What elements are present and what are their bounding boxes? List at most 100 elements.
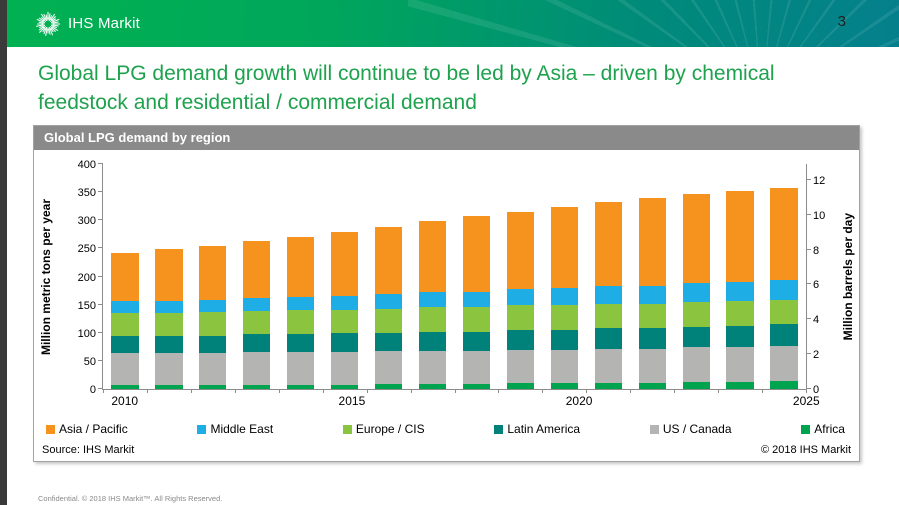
chart-legend: Asia / Pacific Middle East Europe / CIS Lat…	[34, 412, 859, 442]
stacked-bar-2011	[155, 248, 183, 389]
stacked-bar-2010	[111, 252, 139, 389]
chart-title: Global LPG demand by region	[34, 126, 859, 150]
segment-latin-america	[770, 324, 798, 346]
left-axis-tickmark	[98, 191, 103, 193]
left-axis-tickmark	[98, 247, 103, 249]
segment-europe-cis	[638, 303, 666, 329]
stacked-bar-2019	[506, 211, 535, 389]
segment-europe-cis	[331, 309, 359, 334]
stacked-bar-2023	[682, 194, 710, 389]
segment-us-canada	[418, 350, 447, 384]
left-axis-tickmark	[98, 388, 103, 389]
x-axis-tickmark	[366, 389, 368, 393]
segment-us-canada	[462, 350, 491, 384]
ihs-markit-sunburst-icon	[36, 11, 61, 36]
right-axis-tick-label: 10	[813, 209, 826, 222]
segment-latin-america	[506, 329, 535, 350]
segment-us-canada	[199, 353, 227, 386]
right-axis-tick-label: 0	[813, 384, 820, 396]
segment-latin-america	[550, 329, 578, 350]
segment-africa	[770, 381, 798, 389]
left-axis-tick-label: 150	[77, 299, 96, 312]
segment-us-canada	[770, 345, 798, 382]
x-axis-tickmark	[586, 389, 588, 393]
legend-label: Latin America	[507, 422, 581, 436]
left-axis-tick-label: 0	[89, 384, 96, 396]
segment-europe-cis	[550, 305, 578, 330]
segment-latin-america	[331, 333, 359, 352]
segment-middle-east	[594, 286, 622, 304]
x-axis-tickmark	[454, 389, 456, 393]
chart-card: Global LPG demand by region Million metr…	[33, 125, 860, 462]
bar-cell-2019	[498, 164, 542, 389]
segment-latin-america	[638, 328, 666, 349]
segment-middle-east	[638, 285, 666, 304]
segment-middle-east	[287, 296, 315, 311]
left-axis-tick-label: 350	[77, 187, 96, 200]
segment-europe-cis	[418, 307, 447, 332]
segment-latin-america	[111, 335, 139, 353]
bar-cell-2010	[103, 164, 147, 389]
segment-middle-east	[506, 288, 535, 306]
segment-europe-cis	[155, 312, 183, 336]
segment-asia-pacific	[506, 211, 535, 289]
segment-europe-cis	[770, 299, 798, 325]
segment-us-canada	[374, 351, 403, 384]
right-axis-tick-label: 12	[813, 174, 826, 187]
stacked-bar-2018	[462, 216, 491, 389]
plot-area	[98, 163, 811, 393]
right-axis-tickmark	[806, 213, 811, 215]
right-axis-label-col: Million barrels per day	[837, 164, 859, 390]
segment-europe-cis	[506, 305, 535, 330]
legend-label: Africa	[814, 422, 845, 436]
x-axis-tickmark	[410, 389, 412, 393]
stacked-bar-2021	[594, 202, 622, 389]
stacked-bar-2024	[726, 191, 754, 389]
segment-africa	[199, 385, 227, 389]
x-axis-label: 2010	[111, 394, 139, 408]
segment-africa	[462, 383, 491, 389]
x-axis-tickmark	[322, 389, 324, 393]
segment-middle-east	[331, 295, 359, 310]
x-axis-tickmark	[674, 389, 676, 393]
segment-asia-pacific	[243, 240, 271, 298]
segment-africa	[550, 383, 578, 389]
right-axis-label: Million barrels per day	[841, 213, 855, 341]
right-axis-tickmark	[806, 283, 811, 285]
legend-item-us-canada: US / Canada	[649, 422, 732, 436]
segment-middle-east	[199, 299, 227, 312]
left-axis-label-col: Million metric tons per year	[34, 164, 58, 390]
segment-asia-pacific	[638, 198, 666, 286]
bar-cell-2025	[762, 164, 806, 389]
legend-swatch	[494, 424, 504, 434]
segment-us-canada	[550, 349, 578, 384]
right-axis-tick-label: 4	[813, 314, 820, 327]
segment-asia-pacific	[682, 194, 710, 284]
segment-asia-pacific	[331, 231, 359, 296]
x-axis-tickmark	[630, 389, 632, 393]
right-axis-ticks: 0 2 4 6 8 10 12	[807, 164, 837, 396]
segment-africa	[682, 382, 710, 389]
legend-swatch	[46, 424, 55, 434]
x-axis-tickmark	[718, 389, 720, 393]
bar-cell-2015	[323, 164, 367, 389]
left-axis-label: Million metric tons per year	[39, 198, 53, 356]
segment-africa	[331, 384, 359, 389]
segment-africa	[111, 385, 139, 389]
legend-item-middle-east: Middle East	[197, 422, 273, 436]
left-axis-tickmark	[98, 331, 103, 333]
chart-source: Source: IHS Markit	[42, 444, 135, 456]
segment-asia-pacific	[550, 206, 578, 289]
segment-asia-pacific	[199, 246, 227, 300]
x-axis-label: 2020	[565, 394, 593, 408]
segment-asia-pacific	[287, 237, 315, 297]
segment-latin-america	[243, 334, 271, 353]
left-axis-tickmark	[98, 163, 103, 164]
legend-item-latin-america: Latin America	[494, 422, 580, 436]
bar-cell-2018	[455, 164, 499, 389]
left-axis-tick-label: 50	[83, 355, 96, 368]
legend-label: US / Canada	[662, 422, 732, 436]
x-axis-tickmark	[146, 389, 148, 393]
left-axis-tick-label: 200	[77, 271, 96, 284]
stacked-bar-2014	[287, 237, 315, 389]
